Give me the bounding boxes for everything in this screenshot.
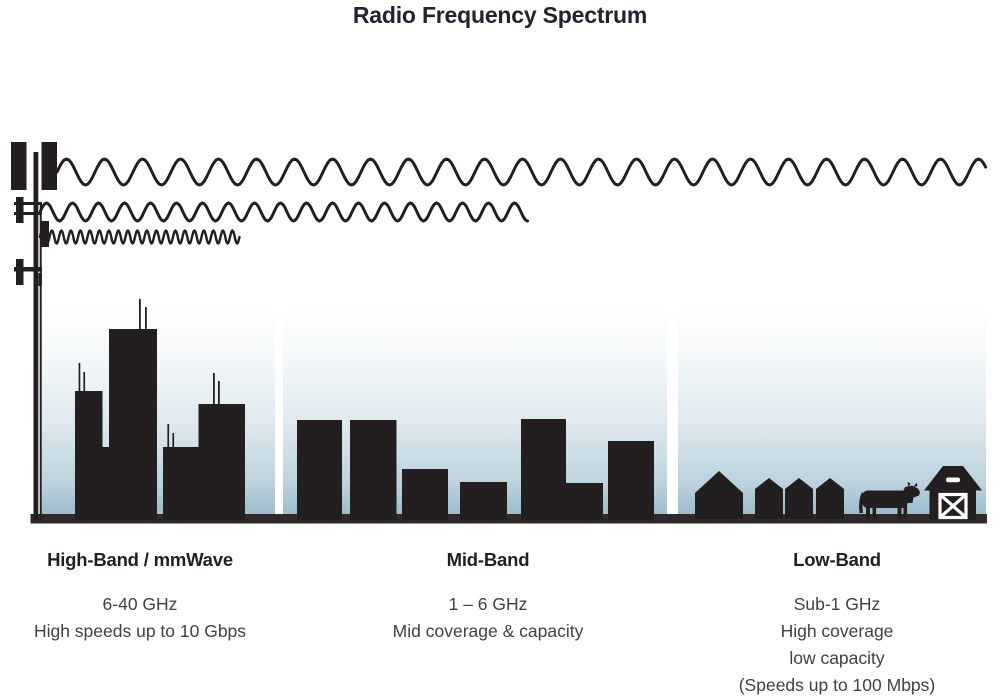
building [350,420,397,520]
house-icon [755,478,783,519]
mid-band-heading: Mid-Band [446,549,530,570]
mid-band-wave-icon [38,201,529,223]
building [521,419,566,520]
low-band-rural-scene [695,466,982,520]
high-band-wave-icon [38,229,241,245]
page-title: Radio Frequency Spectrum [352,2,648,28]
building [460,482,507,520]
house-icon [695,471,743,519]
antenna [78,363,81,393]
antenna [145,307,147,331]
building [75,391,103,520]
building [102,447,110,520]
high-band-label: High-Band / mmWave 6-40 GHz High speeds … [0,548,290,645]
low-band-coverage: High coverage [780,621,894,641]
mid-band-coverage: Mid coverage & capacity [392,621,584,641]
low-band-wave-icon [55,157,988,187]
low-band-label: Low-Band Sub-1 GHz High coverage low cap… [687,548,987,699]
spectrum-diagram [11,142,988,524]
high-band-heading: High-Band / mmWave [47,549,233,570]
mid-band-coverage-area [283,305,667,515]
low-band-details: Sub-1 GHz High coverage low capacity (Sp… [687,591,987,699]
building [608,441,654,520]
antenna [139,299,141,331]
high-band-frequency: 6-40 GHz [102,594,178,614]
building [163,447,199,520]
barn-icon [924,466,982,520]
building [402,469,448,520]
house-icon [816,478,844,519]
low-band-speed: (Speeds up to 100 Mbps) [738,675,936,695]
house-icon [785,478,813,519]
antenna [167,424,170,449]
building [109,329,157,520]
antenna [213,373,215,406]
radio-waves [38,157,988,245]
antenna [172,433,175,449]
building [566,483,603,520]
antenna [218,381,220,406]
low-band-heading: Low-Band [793,549,881,570]
mid-band-details: 1 – 6 GHz Mid coverage & capacity [338,591,638,645]
mid-band-skyline [297,419,654,520]
low-band-frequency: Sub-1 GHz [793,594,881,614]
high-band-details: 6-40 GHz High speeds up to 10 Gbps [0,591,290,645]
high-band-city-skyline [75,299,245,520]
building [297,420,342,520]
mid-band-label: Mid-Band 1 – 6 GHz Mid coverage & capaci… [338,548,638,645]
low-band-capacity: low capacity [789,648,885,668]
building [198,404,245,520]
antenna [83,372,86,393]
ground-line [30,514,987,524]
cow-icon [859,482,920,519]
mid-band-frequency: 1 – 6 GHz [448,594,528,614]
high-band-speed: High speeds up to 10 Gbps [33,621,247,641]
